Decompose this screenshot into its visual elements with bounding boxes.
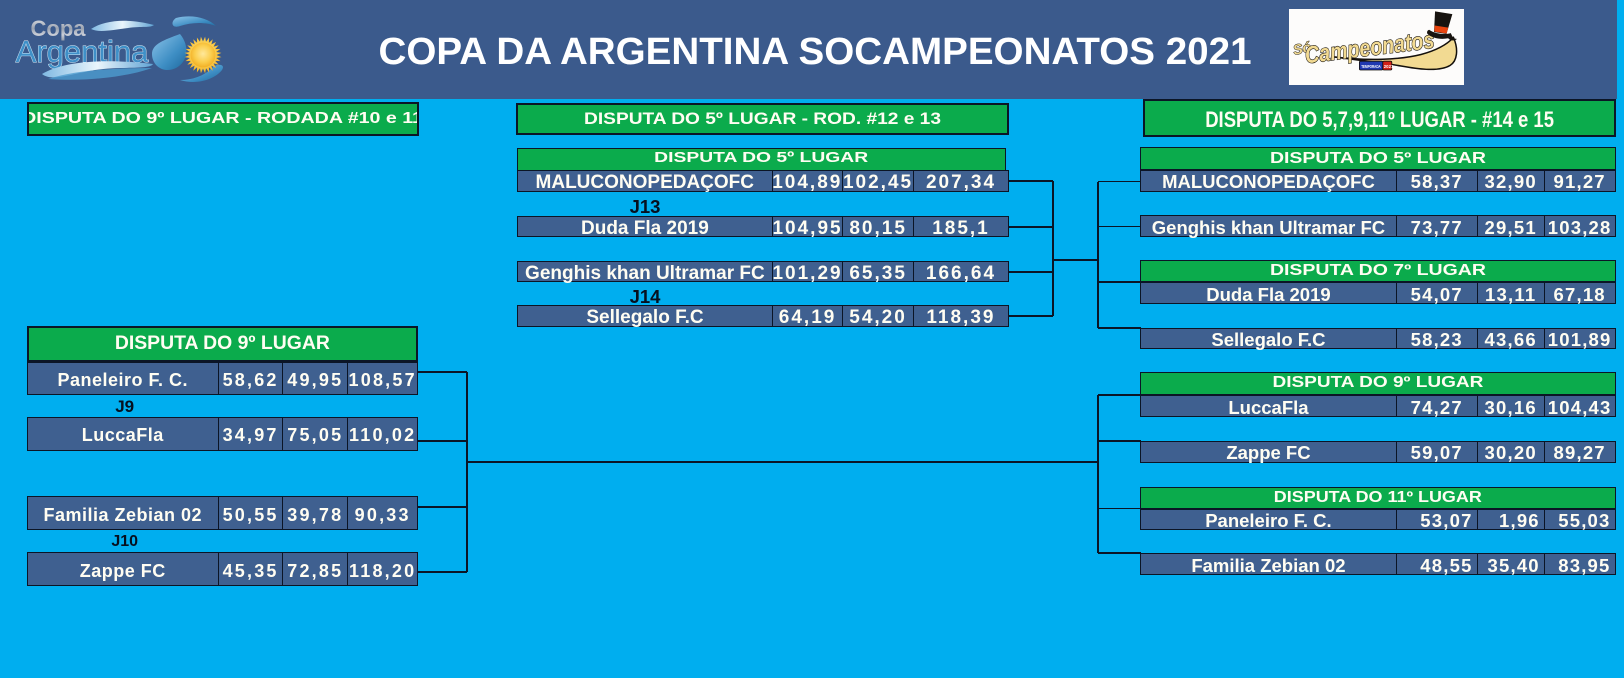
svg-text:Copa: Copa: [31, 16, 87, 41]
svg-text:TEMPORADA: TEMPORADA: [1361, 64, 1381, 69]
svg-text:2021: 2021: [1384, 64, 1394, 69]
svg-text:Só: Só: [1291, 39, 1312, 58]
